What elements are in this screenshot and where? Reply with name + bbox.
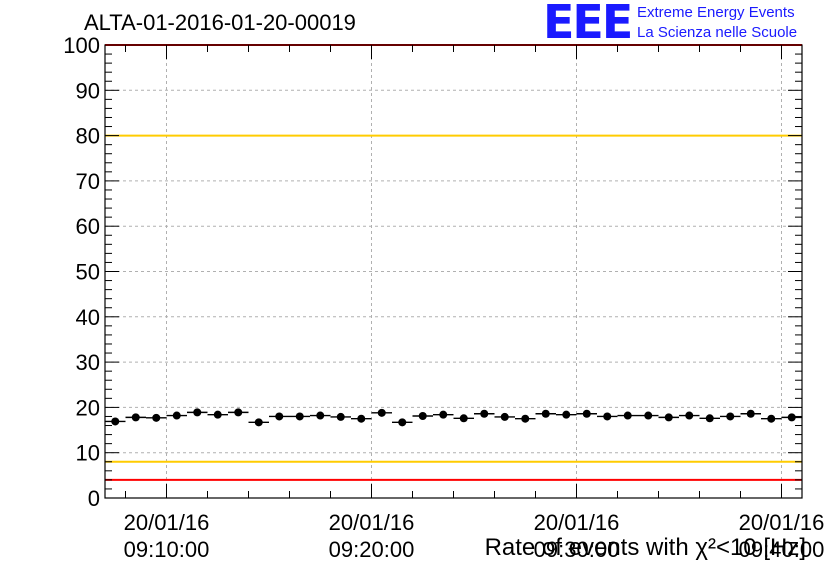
y-tick-label: 20 bbox=[76, 395, 100, 420]
data-point bbox=[377, 408, 386, 417]
eee-logo-mark: EEE bbox=[543, 0, 633, 49]
data-point bbox=[500, 412, 509, 421]
data-point bbox=[213, 410, 222, 419]
x-axis-ticks: 20/01/1609:10:0020/01/1609:20:0020/01/16… bbox=[124, 45, 825, 562]
chart-title: ALTA-01-2016-01-20-00019 bbox=[84, 10, 356, 35]
data-point bbox=[254, 418, 263, 427]
data-point bbox=[131, 413, 140, 422]
x-tick-date-label: 20/01/16 bbox=[329, 510, 415, 535]
y-tick-label: 80 bbox=[76, 124, 100, 149]
x-tick-time-label: 09:20:00 bbox=[329, 537, 415, 562]
data-point bbox=[193, 408, 202, 417]
data-point bbox=[562, 410, 571, 419]
data-point bbox=[336, 412, 345, 421]
data-point bbox=[459, 414, 468, 423]
data-point bbox=[111, 417, 120, 426]
data-point bbox=[439, 410, 448, 419]
eee-logo: EEE Extreme Energy Events La Scienza nel… bbox=[543, 0, 833, 49]
data-point bbox=[787, 413, 796, 422]
y-tick-label: 0 bbox=[88, 486, 100, 511]
x-tick-time-label: 09:40:00 bbox=[739, 537, 825, 562]
data-point bbox=[685, 411, 694, 420]
logo-line-1: Extreme Energy Events bbox=[637, 4, 795, 21]
y-tick-label: 10 bbox=[76, 441, 100, 466]
y-tick-label: 70 bbox=[76, 169, 100, 194]
data-point bbox=[316, 411, 325, 420]
data-point bbox=[418, 412, 427, 421]
y-axis-ticks: 0 10 20 30 40 50 60 70 80 90 100 bbox=[63, 33, 802, 511]
y-tick-label: 100 bbox=[63, 33, 100, 58]
data-point bbox=[172, 411, 181, 420]
logo-line-2: La Scienza nelle Scuole bbox=[637, 24, 798, 41]
data-point bbox=[582, 409, 591, 418]
data-point bbox=[623, 411, 632, 420]
x-tick-time-label: 09:30:00 bbox=[534, 537, 620, 562]
data-point bbox=[480, 409, 489, 418]
y-tick-label: 30 bbox=[76, 350, 100, 375]
data-point bbox=[644, 411, 653, 420]
x-axis-title: Rate of events with χ²<10 [Hz] bbox=[484, 534, 806, 561]
data-point bbox=[603, 412, 612, 421]
x-tick-date-label: 20/01/16 bbox=[739, 510, 825, 535]
x-tick-time-label: 09:10:00 bbox=[124, 537, 210, 562]
data-point bbox=[726, 412, 735, 421]
data-point bbox=[295, 412, 304, 421]
x-tick-date-label: 20/01/16 bbox=[534, 510, 620, 535]
data-point bbox=[398, 418, 407, 427]
y-tick-label: 40 bbox=[76, 305, 100, 330]
data-point bbox=[664, 413, 673, 422]
y-tick-label: 90 bbox=[76, 78, 100, 103]
data-point bbox=[541, 409, 550, 418]
data-point bbox=[521, 414, 530, 423]
y-tick-label: 60 bbox=[76, 214, 100, 239]
data-point bbox=[705, 414, 714, 423]
grid-lines bbox=[105, 45, 802, 498]
data-point bbox=[746, 409, 755, 418]
data-point bbox=[357, 414, 366, 423]
y-tick-label: 50 bbox=[76, 260, 100, 285]
data-point bbox=[234, 408, 243, 417]
x-tick-date-label: 20/01/16 bbox=[124, 510, 210, 535]
data-points bbox=[105, 408, 802, 427]
data-point bbox=[152, 413, 161, 422]
data-point bbox=[275, 412, 284, 421]
data-point bbox=[767, 414, 776, 423]
